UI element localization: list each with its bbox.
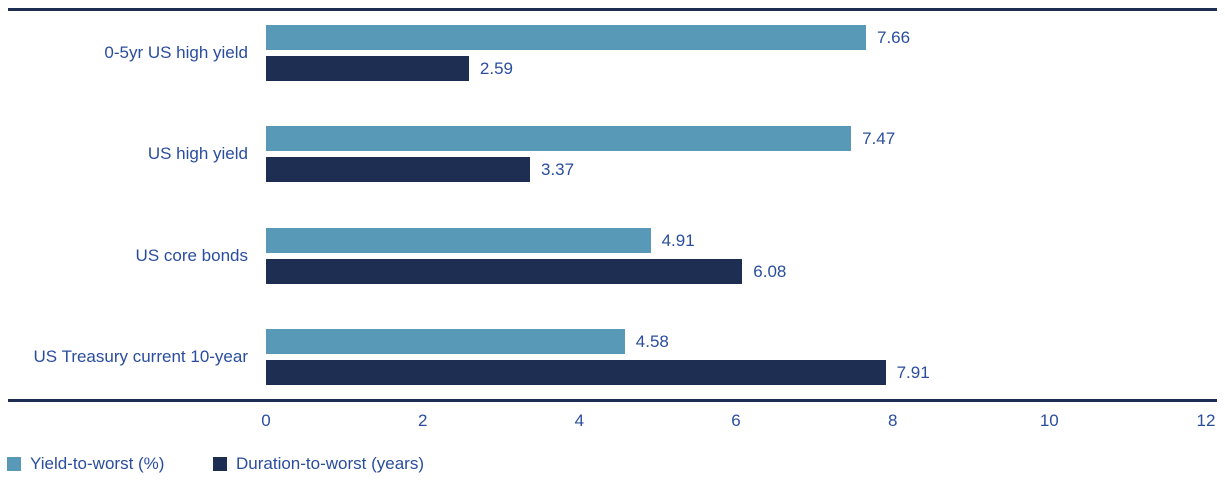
legend-label-duration: Duration-to-worst (years) — [236, 454, 424, 473]
bar-duration — [266, 360, 886, 385]
value-label-duration: 6.08 — [753, 262, 787, 281]
value-label-yield: 7.66 — [877, 28, 911, 47]
bar-duration — [266, 259, 743, 284]
bar-yield — [266, 25, 866, 50]
bar-duration — [266, 157, 530, 182]
value-label-yield: 7.47 — [862, 129, 896, 148]
value-label-duration: 2.59 — [479, 59, 513, 78]
x-axis-line — [8, 399, 1217, 402]
x-axis-tick-label: 2 — [417, 411, 428, 430]
value-label-yield: 4.91 — [661, 231, 695, 250]
category-label: 0-5yr US high yield — [104, 43, 248, 62]
x-axis-tick-label: 0 — [261, 411, 271, 430]
x-axis-tick-label: 8 — [887, 411, 898, 430]
bar-yield — [266, 126, 852, 151]
legend-item-yield: Yield-to-worst (%) — [7, 454, 164, 474]
bar-yield — [266, 228, 651, 253]
value-label-yield: 4.58 — [635, 332, 669, 351]
value-label-duration: 7.91 — [896, 363, 930, 382]
legend-label-yield: Yield-to-worst (%) — [30, 454, 165, 473]
x-axis-tick-label: 6 — [731, 411, 741, 430]
legend-item-duration: Duration-to-worst (years) — [213, 454, 424, 474]
legend-swatch-yield — [7, 457, 21, 471]
x-axis-tick-label: 10 — [1039, 411, 1059, 430]
x-axis-tick-label: 12 — [1196, 411, 1216, 430]
legend-swatch-duration — [213, 457, 227, 471]
value-label-duration: 3.37 — [541, 160, 575, 179]
category-label: US high yield — [147, 144, 248, 163]
x-axis-tick-label: 4 — [574, 411, 585, 430]
category-label: US core bonds — [135, 246, 248, 265]
bar-duration — [266, 56, 469, 81]
bar-yield — [266, 329, 625, 354]
top-rule — [8, 8, 1217, 11]
category-label: US Treasury current 10-year — [33, 347, 248, 366]
